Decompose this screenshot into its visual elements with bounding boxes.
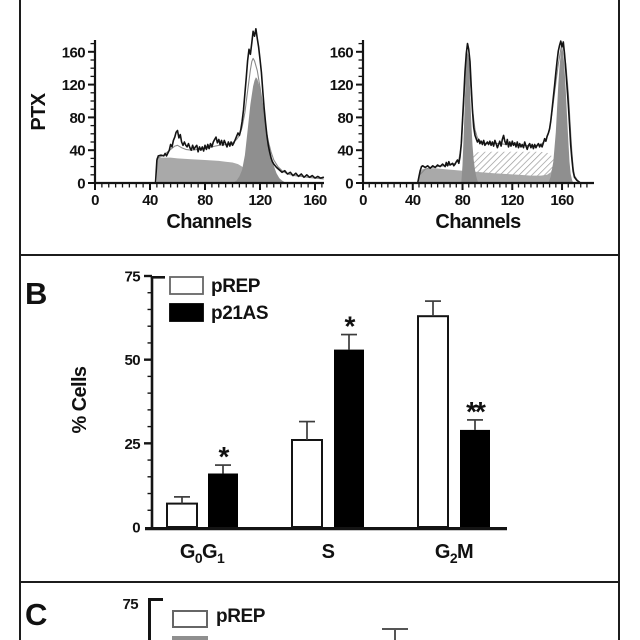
x-tick-label: 80 — [197, 192, 213, 209]
g0g1-model-fill — [461, 50, 479, 184]
y-tick-label: 0 — [77, 176, 85, 193]
x-tick-label: 40 — [142, 192, 158, 209]
panel-c-legend-label-pREP: pREP — [216, 606, 266, 627]
panel-c-y-axis-cap — [148, 598, 163, 601]
panel-c-legend-swatch-partial — [172, 636, 208, 640]
x-tick-label: 160 — [303, 192, 326, 209]
legend-label-p21AS: p21AS — [211, 303, 268, 324]
panel-separator-b-c — [19, 581, 620, 583]
flow-histogram-right: 0 40 80 120 160 0 40 80 120 160 Channels — [330, 40, 594, 233]
panel-c-error-bar-stem — [394, 629, 396, 640]
category-label-G2M: G2M — [435, 541, 473, 566]
y-axis-title: PTX — [28, 92, 50, 130]
legend-label-pREP: pREP — [211, 276, 261, 297]
y-tick-label: 160 — [330, 44, 353, 61]
y-tick-label: 160 — [62, 44, 85, 61]
x-axis-title: Channels — [166, 211, 252, 233]
significance-marker: ** — [466, 396, 486, 427]
x-tick-label: 80 — [455, 192, 471, 209]
x-tick-label: 120 — [248, 192, 271, 209]
fitted-curve — [156, 57, 324, 180]
y-tick-label: 120 — [330, 77, 353, 94]
legend-swatch-pREP — [169, 276, 204, 295]
x-tick-label: 120 — [501, 192, 524, 209]
g2m-model-fill — [548, 45, 574, 184]
dna-content-trace — [416, 40, 581, 184]
legend-swatch-p21AS — [169, 303, 204, 322]
y-tick-label: 0 — [132, 520, 140, 537]
x-tick-label: 40 — [405, 192, 421, 209]
bar-p21AS-S — [334, 349, 364, 527]
y-tick-label: 80 — [70, 110, 86, 127]
y-tick-label: 50 — [125, 352, 141, 369]
category-label-S: S — [322, 541, 335, 563]
panel-c-label: C — [25, 597, 47, 632]
bar-pREP-S — [291, 439, 323, 528]
category-label-G0G1: G0G1 — [180, 541, 225, 566]
x-axis-title: Channels — [435, 211, 521, 233]
y-tick-label: 0 — [345, 176, 353, 193]
figure-border-right — [618, 0, 620, 640]
y-tick-label: 40 — [70, 143, 86, 160]
significance-marker: * — [219, 441, 230, 472]
y-tick-label: 120 — [62, 77, 85, 94]
debris-base-fill — [419, 151, 574, 183]
y-tick-label: 80 — [338, 110, 354, 127]
bar-pREP-G0G1 — [166, 502, 198, 529]
bar-p21AS-G0G1 — [208, 473, 238, 527]
flow-histogram-left: 0 40 80 120 160 0 40 80 120 160 Channels PTX — [28, 27, 327, 233]
y-axis-title: % Cells — [69, 366, 91, 433]
panel-b-label: B — [25, 276, 47, 311]
panel-a: 0 40 80 120 160 0 40 80 120 160 Channels PTX 0 40 80 1… — [28, 27, 594, 233]
x-tick-label: 0 — [359, 192, 367, 209]
bar-pREP-G2M — [417, 315, 449, 529]
panel-c-y-axis — [148, 598, 151, 640]
dna-content-trace — [154, 27, 325, 184]
panel-separator-a-b — [19, 254, 620, 256]
panel-c-ytick-75: 75 — [122, 596, 139, 613]
y-tick-label: 75 — [125, 268, 141, 285]
x-tick-label: 160 — [550, 192, 573, 209]
bar-p21AS-G2M — [460, 429, 490, 527]
y-tick-label: 25 — [125, 436, 141, 453]
g2m-model-fill — [232, 77, 287, 183]
panel-c-legend-swatch-pREP — [172, 610, 208, 628]
significance-marker: * — [345, 311, 356, 342]
y-tick-label: 40 — [338, 143, 354, 160]
x-tick-label: 0 — [91, 192, 99, 209]
figure-border-left — [19, 0, 21, 640]
